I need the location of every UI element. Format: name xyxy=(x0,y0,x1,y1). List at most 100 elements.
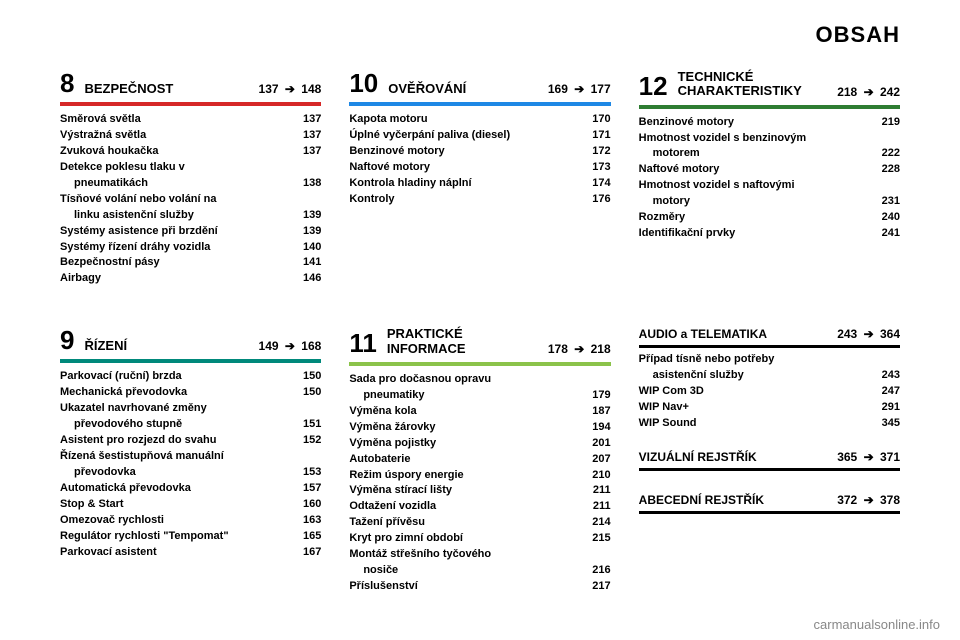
section-head: 8 BEZPEČNOST 137 ➔ 148 xyxy=(60,70,321,106)
section-visual-index: VIZUÁLNÍ REJSTŘÍK 365 ➔ 371 xyxy=(639,450,900,475)
toc-page: 291 xyxy=(882,400,900,416)
toc-page: 171 xyxy=(592,128,610,144)
toc-label: Naftové motory xyxy=(349,160,438,176)
page-from: 178 xyxy=(548,342,568,356)
toc-row: převodového stupně151 xyxy=(60,417,321,433)
toc-label: Tísňové volání nebo volání na xyxy=(60,192,224,208)
toc-row: asistenční služby243 xyxy=(639,368,900,384)
toc-label: Výměna pojistky xyxy=(349,436,444,452)
section-pages: 365 ➔ 371 xyxy=(837,450,900,464)
arrow-icon: ➔ xyxy=(285,339,295,353)
toc-page: 214 xyxy=(592,515,610,531)
arrow-icon: ➔ xyxy=(864,450,874,464)
toc-row: Autobaterie207 xyxy=(349,452,610,468)
section-pages: 243 ➔ 364 xyxy=(837,327,900,341)
toc-label: Omezovač rychlosti xyxy=(60,513,172,529)
toc-label: Výstražná světla xyxy=(60,128,154,144)
arrow-icon: ➔ xyxy=(574,82,584,96)
section-9: 9 ŘÍZENÍ 149 ➔ 168 Parkovací (ruční) brz… xyxy=(60,327,321,595)
toc-row: Montáž střešního tyčového xyxy=(349,547,610,563)
toc-label: Úplné vyčerpání paliva (diesel) xyxy=(349,128,518,144)
toc-row: Příslušenství217 xyxy=(349,579,610,595)
toc-row: Automatická převodovka157 xyxy=(60,481,321,497)
toc-row: linku asistenční služby139 xyxy=(60,208,321,224)
toc-page: 217 xyxy=(592,579,610,595)
toc-row: motory231 xyxy=(639,194,900,210)
section-head: 9 ŘÍZENÍ 149 ➔ 168 xyxy=(60,327,321,363)
toc-row: Režim úspory energie210 xyxy=(349,468,610,484)
toc-page: 210 xyxy=(592,468,610,484)
toc-page: 139 xyxy=(303,208,321,224)
toc-row: Asistent pro rozjezd do svahu152 xyxy=(60,433,321,449)
section-head: AUDIO a TELEMATIKA 243 ➔ 364 xyxy=(639,327,900,348)
toc-page: 216 xyxy=(592,563,610,579)
toc-label: Parkovací asistent xyxy=(60,545,165,561)
section-12: 12 TECHNICKÉ CHARAKTERISTIKY 218 ➔ 242 B… xyxy=(639,70,900,287)
toc-label: pneumatiky xyxy=(349,388,432,404)
toc-page: 240 xyxy=(882,210,900,226)
section-pages: 218 ➔ 242 xyxy=(837,85,900,99)
toc-row: Systémy asistence při brzdění139 xyxy=(60,224,321,240)
toc-label: Kapota motoru xyxy=(349,112,435,128)
section-items: Sada pro dočasnou opravupneumatiky179 Vým… xyxy=(349,372,610,595)
section-head: 12 TECHNICKÉ CHARAKTERISTIKY 218 ➔ 242 xyxy=(639,70,900,109)
section-title: BEZPEČNOST xyxy=(84,82,248,96)
toc-label: Kryt pro zimní období xyxy=(349,531,471,547)
section-title: OVĚŘOVÁNÍ xyxy=(388,82,538,96)
toc-page: 219 xyxy=(882,115,900,131)
toc-page: 163 xyxy=(303,513,321,529)
toc-row: Naftové motory228 xyxy=(639,162,900,178)
toc-row: Výměna žárovky194 xyxy=(349,420,610,436)
toc-page: 174 xyxy=(592,176,610,192)
toc-page: 187 xyxy=(592,404,610,420)
section-head: 10 OVĚŘOVÁNÍ 169 ➔ 177 xyxy=(349,70,610,106)
toc-row: Směrová světla137 xyxy=(60,112,321,128)
toc-label: motorem xyxy=(639,146,708,162)
toc-row: Parkovací asistent167 xyxy=(60,545,321,561)
section-head: 11 PRAKTICKÉ INFORMACE 178 ➔ 218 xyxy=(349,327,610,366)
toc-label: Asistent pro rozjezd do svahu xyxy=(60,433,224,449)
page-to: 168 xyxy=(301,339,321,353)
toc-row: Řízená šestistupňová manuální xyxy=(60,449,321,465)
toc-label: Případ tísně nebo potřeby xyxy=(639,352,783,368)
toc-page: 146 xyxy=(303,271,321,287)
toc-label: Airbagy xyxy=(60,271,109,287)
section-pages: 149 ➔ 168 xyxy=(259,339,322,353)
section-title: VIZUÁLNÍ REJSTŘÍK xyxy=(639,451,828,464)
toc-label: Kontrola hladiny náplní xyxy=(349,176,479,192)
section-number: 8 xyxy=(60,70,74,96)
toc-row: Kontrola hladiny náplní 174 xyxy=(349,176,610,192)
section-number: 12 xyxy=(639,73,668,99)
toc-row: převodovka153 xyxy=(60,465,321,481)
toc-label: Řízená šestistupňová manuální xyxy=(60,449,232,465)
toc-row: Hmotnost vozidel s benzinovým xyxy=(639,131,900,147)
toc-row: Parkovací (ruční) brzda150 xyxy=(60,369,321,385)
toc-row: WIP Com 3D247 xyxy=(639,384,900,400)
toc-label: WIP Com 3D xyxy=(639,384,712,400)
footer-text: carmanualsonline.info xyxy=(814,617,940,632)
toc-label: Benzinové motory xyxy=(639,115,742,131)
toc-row: Sada pro dočasnou opravu xyxy=(349,372,610,388)
toc-row: Ukazatel navrhované změny xyxy=(60,401,321,417)
page-from: 365 xyxy=(837,450,857,464)
toc-label: Kontroly xyxy=(349,192,402,208)
section-8: 8 BEZPEČNOST 137 ➔ 148 Směrová světla137… xyxy=(60,70,321,287)
toc-label: převodového stupně xyxy=(60,417,190,433)
toc-label: WIP Sound xyxy=(639,416,705,432)
toc-row: Kontroly176 xyxy=(349,192,610,208)
page-to: 218 xyxy=(591,342,611,356)
page-to: 177 xyxy=(591,82,611,96)
toc-row: pneumatikách138 xyxy=(60,176,321,192)
toc-label: Tažení přívěsu xyxy=(349,515,433,531)
toc-row: Mechanická převodovka150 xyxy=(60,385,321,401)
toc-page: 243 xyxy=(882,368,900,384)
section-audio: AUDIO a TELEMATIKA 243 ➔ 364 Případ tísn… xyxy=(639,327,900,432)
section-items: Případ tísně nebo potřebyasistenční služ… xyxy=(639,352,900,432)
toc-label: Stop & Start xyxy=(60,497,132,513)
toc-page: 173 xyxy=(592,160,610,176)
toc-page: 141 xyxy=(303,255,321,271)
toc-page: 165 xyxy=(303,529,321,545)
section-pages: 169 ➔ 177 xyxy=(548,82,611,96)
toc-label: nosiče xyxy=(349,563,406,579)
toc-row: pneumatiky179 xyxy=(349,388,610,404)
